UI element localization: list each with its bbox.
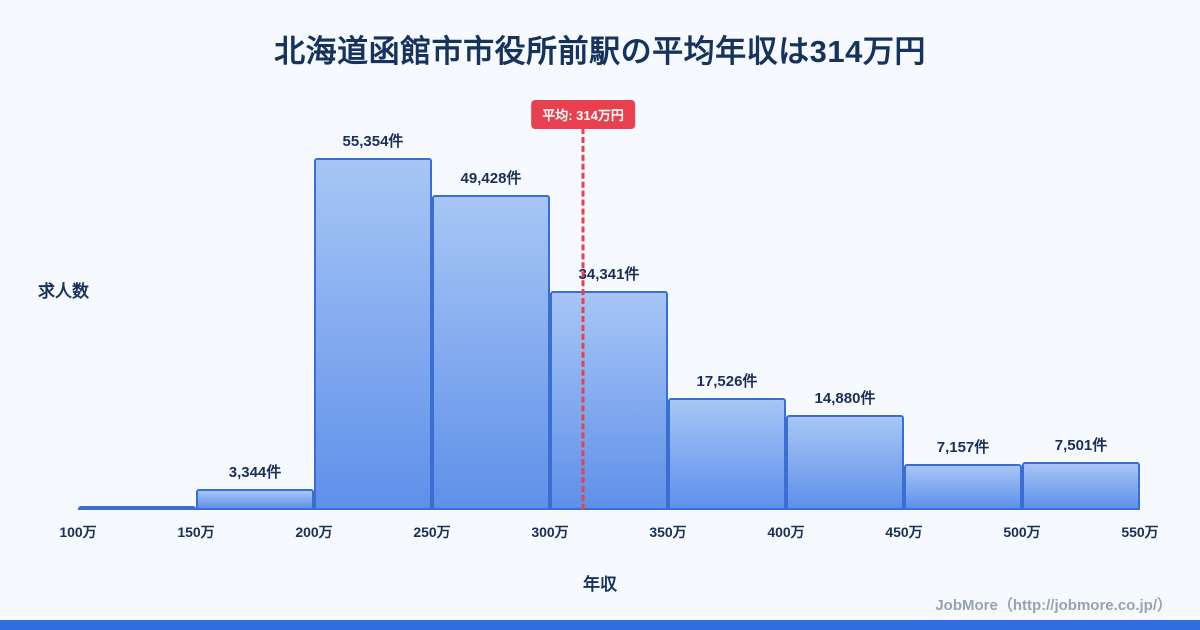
x-tick-label: 550万 bbox=[1121, 524, 1159, 540]
bar-value-label: 55,354件 bbox=[342, 132, 404, 150]
bar-value-label: 34,341件 bbox=[578, 266, 640, 284]
footer-credit: JobMore（http://jobmore.co.jp/） bbox=[935, 597, 1172, 614]
x-tick-label: 450万 bbox=[885, 524, 923, 540]
x-tick-label: 500万 bbox=[1003, 524, 1041, 540]
bar-value-label: 3,344件 bbox=[228, 463, 282, 481]
x-tick-label: 350万 bbox=[649, 524, 687, 540]
x-axis-label: 年収 bbox=[583, 575, 617, 594]
histogram-plot-area: 3,344件 55,354件 49,428件 34,341件 17,526件 14,880… bbox=[59, 98, 1159, 540]
histogram-bar bbox=[432, 195, 550, 510]
x-tick-label: 100万 bbox=[59, 524, 97, 540]
x-tick-label: 300万 bbox=[531, 524, 569, 540]
x-tick-label: 200万 bbox=[295, 524, 333, 540]
bar-value-label: 14,880件 bbox=[814, 390, 876, 408]
histogram-bar bbox=[78, 506, 196, 510]
histogram-bar bbox=[1022, 462, 1140, 510]
x-tick-label: 250万 bbox=[413, 524, 451, 540]
histogram-bar bbox=[668, 398, 786, 510]
chart-title: 北海道函館市市役所前駅の平均年収は314万円 bbox=[274, 34, 926, 69]
average-dashed-line bbox=[581, 128, 585, 510]
histogram-bar bbox=[550, 291, 668, 510]
average-badge: 平均: 314万円 bbox=[531, 100, 635, 129]
bottom-accent-bar bbox=[0, 620, 1200, 630]
histogram-bar bbox=[904, 464, 1022, 510]
bar-value-label: 7,157件 bbox=[936, 439, 990, 457]
x-tick-label: 150万 bbox=[177, 524, 215, 540]
x-tick-label: 400万 bbox=[767, 524, 805, 540]
histogram-bar bbox=[196, 488, 314, 510]
histogram-bar bbox=[314, 157, 432, 510]
bar-value-label: 17,526件 bbox=[696, 373, 758, 391]
y-axis-label: 求人数 bbox=[38, 282, 89, 301]
bar-value-label: 49,428件 bbox=[460, 170, 522, 188]
bar-value-label: 7,501件 bbox=[1054, 437, 1108, 455]
histogram-bar bbox=[786, 415, 904, 510]
